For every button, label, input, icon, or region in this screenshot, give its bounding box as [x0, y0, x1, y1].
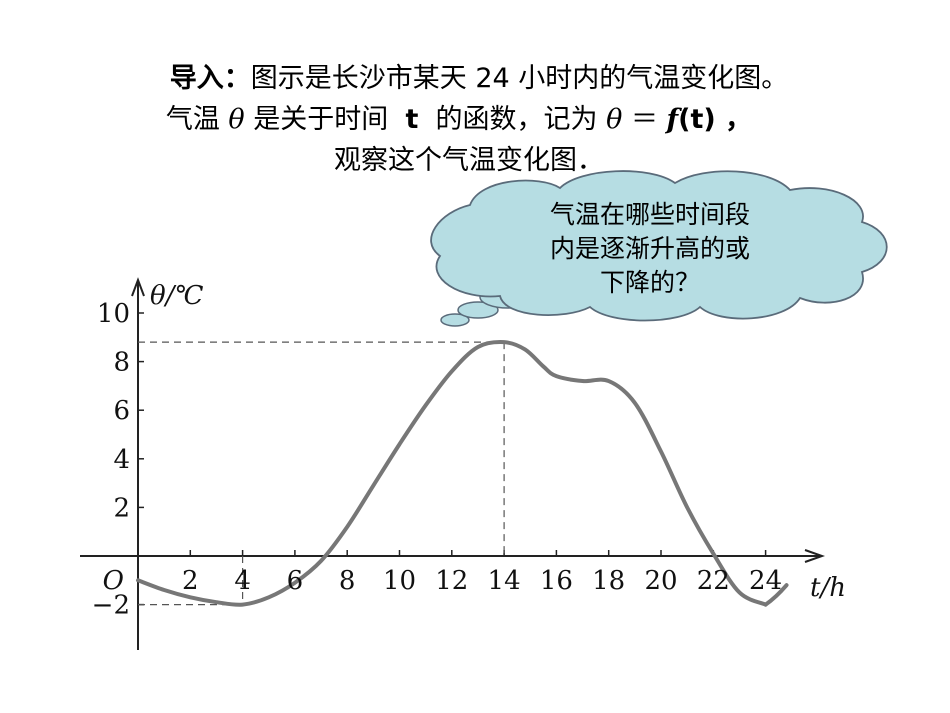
- intro-line-1: 导入：图示是长沙市某天 24 小时内的气温变化图。: [4, 62, 950, 96]
- x-tick-label-8: 8: [339, 566, 356, 596]
- y-tick-label-4: 4: [113, 445, 130, 475]
- x-tick-label-2: 2: [182, 566, 199, 596]
- x-tick-label-14: 14: [488, 566, 521, 596]
- intro-text-2-end: (t) ，: [678, 104, 753, 135]
- x-tick-label-16: 16: [540, 566, 573, 596]
- t-symbol: t: [405, 104, 419, 135]
- x-tick-label-4: 4: [234, 566, 251, 596]
- temperature-line: [136, 340, 768, 607]
- cloud-body: [430, 170, 888, 322]
- y-tick-label-2: 2: [113, 493, 130, 523]
- x-tick-label-20: 20: [644, 566, 677, 596]
- cloud-text-3: 下降的？: [599, 268, 700, 297]
- y-tick-label-8: 8: [113, 348, 130, 378]
- y-axis-label: θ/℃: [150, 281, 204, 311]
- thought-cloud: [430, 170, 888, 327]
- theta-symbol-2: θ: [606, 104, 623, 135]
- cloud-text-2: 内是逐渐升高的或: [549, 234, 750, 263]
- y-tick-label-6: 6: [113, 396, 130, 426]
- x-tick-label-24: 24: [749, 566, 782, 596]
- intro-text-3: 观察这个气温变化图．: [334, 145, 604, 176]
- intro-text-1: 图示是长沙市某天 24 小时内的气温变化图。: [250, 63, 789, 94]
- x-tick-label-12: 12: [435, 566, 468, 596]
- intro-text-2b: 是关于时间: [244, 104, 406, 135]
- x-axis-arrow: [804, 549, 826, 563]
- x-axis-label: t/h: [810, 573, 846, 603]
- intro-prefix: 导入：: [169, 63, 251, 94]
- f-symbol: f: [666, 104, 679, 135]
- x-tick-label-22: 22: [697, 566, 730, 596]
- theta-symbol: θ: [228, 104, 245, 135]
- equals-sign: ＝: [622, 104, 667, 135]
- temperature-curve: [136, 340, 789, 607]
- y-tick-label-−2: −2: [92, 591, 130, 621]
- cloud-bubble-medium: [457, 301, 499, 319]
- intro-line-3: 观察这个气温变化图．: [0, 144, 944, 178]
- y-tick-label-10: 10: [97, 299, 130, 329]
- intro-line-2: 气温 θ 是关于时间 t 的函数，记为 θ ＝ f(t) ，: [0, 103, 934, 137]
- x-tick-label-10: 10: [383, 566, 416, 596]
- temperature-line-tail: [763, 583, 789, 607]
- intro-text-2c: 的函数，记为: [418, 104, 607, 135]
- cloud-bubble-small: [440, 313, 470, 327]
- origin-label: O: [103, 566, 124, 596]
- cloud-text-1: 气温在哪些时间段: [549, 200, 750, 229]
- intro-text-2a: 气温: [165, 104, 229, 135]
- x-tick-label-6: 6: [287, 566, 304, 596]
- x-tick-label-18: 18: [592, 566, 625, 596]
- y-axis-arrow: [131, 277, 145, 297]
